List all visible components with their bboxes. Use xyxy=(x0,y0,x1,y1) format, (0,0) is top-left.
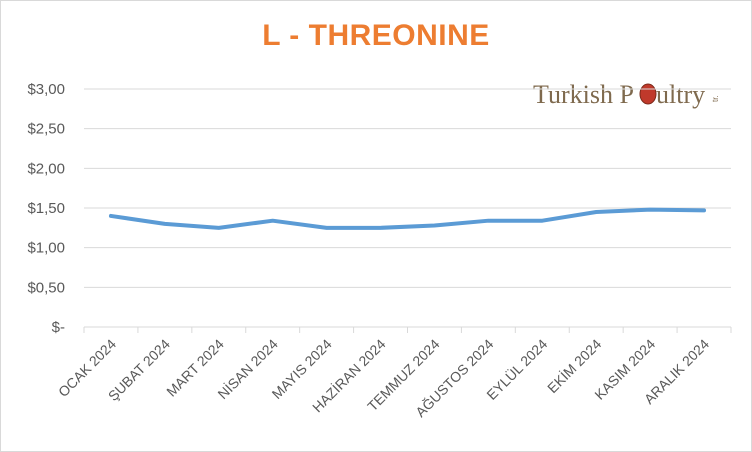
y-tick-label: $- xyxy=(52,319,65,336)
y-tick-label: $1,50 xyxy=(27,200,65,217)
y-tick-label: $3,00 xyxy=(27,81,65,98)
gridlines xyxy=(84,88,731,328)
chart-title: L - THREONINE xyxy=(262,19,490,52)
logo-text-tail: ultry xyxy=(656,80,705,109)
y-tick-label: $2,50 xyxy=(27,121,65,138)
logo-badge: tr. xyxy=(711,95,720,102)
turkish-poultry-logo: Turkish P ultry tr. xyxy=(533,80,720,109)
y-tick-label: $0,50 xyxy=(27,279,65,296)
y-axis-ticks: $- $0,50 $1,00 $1,50 $2,00 $2,50 $3,00 xyxy=(27,81,65,336)
y-tick-label: $2,00 xyxy=(27,160,65,177)
y-tick-label: $1,00 xyxy=(27,240,65,257)
logo-text-main: Turkish P xyxy=(533,80,634,109)
series-layer xyxy=(108,207,707,230)
series-line xyxy=(108,207,707,230)
